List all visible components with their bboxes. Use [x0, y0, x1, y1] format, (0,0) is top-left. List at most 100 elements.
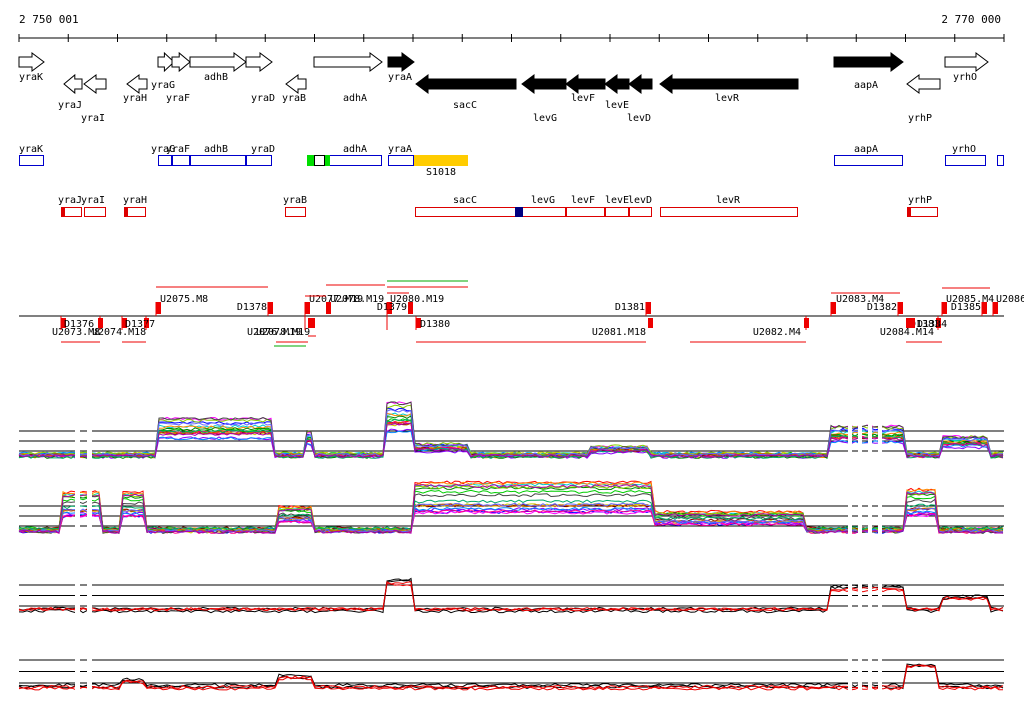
gene-levf[interactable]: levF [565, 74, 606, 104]
segment-label: U2086 [996, 294, 1024, 305]
reverse-feature-yrab[interactable]: yraB [283, 195, 307, 217]
gene-label: sacC [453, 100, 477, 111]
segment-d1384[interactable]: D1384 [910, 318, 947, 330]
feature-box [388, 155, 414, 166]
feature-label: yraH [123, 195, 147, 206]
gene-yrhp[interactable]: yrhP [906, 74, 941, 124]
forward-feature-yraf[interactable]: yraF [166, 144, 190, 166]
segment-u2075-m8[interactable]: U2075.M8 [156, 294, 208, 314]
gene-label: yraF [166, 93, 190, 104]
gene-yrah[interactable]: yraH [123, 74, 148, 104]
gene-adhb[interactable]: adhB [189, 52, 247, 83]
forward-feature-yrag[interactable]: yraG [151, 144, 175, 166]
forward-feature-adhb[interactable]: adhB [190, 144, 246, 166]
gene-yrad[interactable]: yraD [245, 52, 275, 104]
segment-d1383[interactable]: D1383 [906, 318, 940, 330]
feature-label: sacC [453, 195, 477, 206]
segment-u2085-m4[interactable]: U2085.M4 [942, 294, 994, 314]
gene-arrow [833, 52, 904, 72]
gene-arrow [944, 52, 989, 72]
feature-box [190, 155, 246, 166]
gene-yrai[interactable]: yraI [81, 74, 107, 124]
feature-label: levR [716, 195, 741, 206]
segment-d1385[interactable]: D1385 [951, 302, 987, 314]
segment-u2086[interactable]: U2086 [993, 294, 1024, 314]
gene-yrag[interactable]: yraG [151, 51, 175, 91]
profile-line [18, 664, 1004, 690]
reverse-feature-levr[interactable]: levR [660, 195, 798, 217]
forward-feature-yraa[interactable]: yraA [388, 144, 414, 166]
segment-label: U2081.M18 [592, 327, 646, 338]
gene-yrab[interactable]: yraB [282, 74, 307, 104]
gene-aapa[interactable]: aapA [833, 52, 904, 91]
forward-feature-yrak[interactable]: yraK [19, 144, 44, 166]
feature-box [629, 207, 652, 217]
forward-feature-s1018[interactable]: S1018 [414, 155, 468, 178]
data-gap [87, 570, 92, 615]
feature-label: yraB [283, 195, 307, 206]
reverse-feature-sacc[interactable]: sacC [415, 195, 516, 217]
gene-arrow [659, 74, 799, 94]
segment-label: D1380 [420, 319, 450, 330]
gene-leve[interactable]: levE [604, 74, 630, 111]
data-gap [75, 490, 80, 545]
gene-yraa[interactable]: yraA [387, 52, 415, 83]
feature-box [19, 155, 44, 166]
gene-levd[interactable]: levD [627, 74, 653, 124]
reverse-feature-leve[interactable]: levE [605, 195, 629, 217]
gene-label: yraG [151, 80, 175, 91]
forward-feature-yrho[interactable]: yrhO [945, 144, 986, 166]
segment-u2082-m4[interactable]: U2082.M4 [753, 318, 809, 338]
segment-d1379[interactable]: D1379 [377, 302, 413, 314]
segment-marker [898, 302, 903, 314]
segment-marker [122, 318, 127, 328]
segment-marker [387, 302, 392, 314]
segment-marker [942, 302, 947, 314]
segment-u2078-m19[interactable]: U2078.M19 [326, 294, 384, 314]
reverse-feature-yrhp[interactable]: yrhP [907, 195, 938, 217]
segment-u2083-m4[interactable]: U2083.M4 [831, 294, 884, 314]
gene-yrak[interactable]: yraK [18, 52, 45, 83]
segment-label: U2075.M8 [160, 294, 208, 305]
feature-label: levD [628, 195, 652, 206]
gene-yraj[interactable]: yraJ [58, 73, 83, 111]
forward-feature-yrad[interactable]: yraD [246, 144, 276, 166]
gene-label: yraK [19, 72, 43, 83]
segment-u2077-m19[interactable]: U2077.M19 [305, 294, 363, 314]
segment-u2081-m18[interactable]: U2081.M18 [592, 318, 653, 338]
reverse-feature-levg[interactable]: levG [522, 195, 566, 217]
gene-adha[interactable]: adhA [313, 52, 383, 104]
segment-d1382[interactable]: D1382 [867, 302, 903, 314]
data-gap [87, 650, 92, 695]
segment-d1381[interactable]: D1381 [615, 302, 651, 314]
feature-label: yrhP [908, 195, 932, 206]
gene-yraf[interactable]: yraF [166, 51, 191, 104]
reverse-feature-levd[interactable]: levD [628, 195, 652, 217]
segment-label: D1376 [64, 319, 94, 330]
segment-d1376[interactable]: D1376 [61, 318, 94, 330]
utr-box [414, 155, 468, 166]
gene-yrho[interactable]: yrhO [944, 52, 989, 83]
gene-levg[interactable]: levG [521, 74, 567, 124]
segment-u2080-m19[interactable]: U2080.M19 [387, 294, 444, 314]
segment-d1380[interactable]: D1380 [416, 318, 450, 330]
profile-line [18, 499, 1004, 531]
profile-line [18, 404, 1004, 456]
gene-arrow [126, 74, 148, 94]
segment-label: U2078.M19 [330, 294, 384, 305]
feature-label: yraD [251, 144, 275, 155]
segment-d1378[interactable]: D1378 [237, 302, 273, 314]
segment-u2078-m19[interactable]: U2078.M19 [256, 318, 315, 338]
gene-levr[interactable]: levR [659, 74, 799, 104]
reverse-feature-yrai[interactable]: yraI [81, 195, 106, 217]
gene-sacc[interactable]: sacC [415, 74, 517, 111]
segment-marker [910, 318, 915, 328]
segment-d1377[interactable]: D1377 [122, 318, 155, 330]
gene-arrow [157, 51, 175, 73]
profile-line [18, 664, 1004, 691]
forward-feature-aapa[interactable]: aapA [834, 144, 903, 166]
segment-marker [648, 318, 653, 328]
reverse-feature-levf[interactable]: levF [566, 195, 605, 217]
